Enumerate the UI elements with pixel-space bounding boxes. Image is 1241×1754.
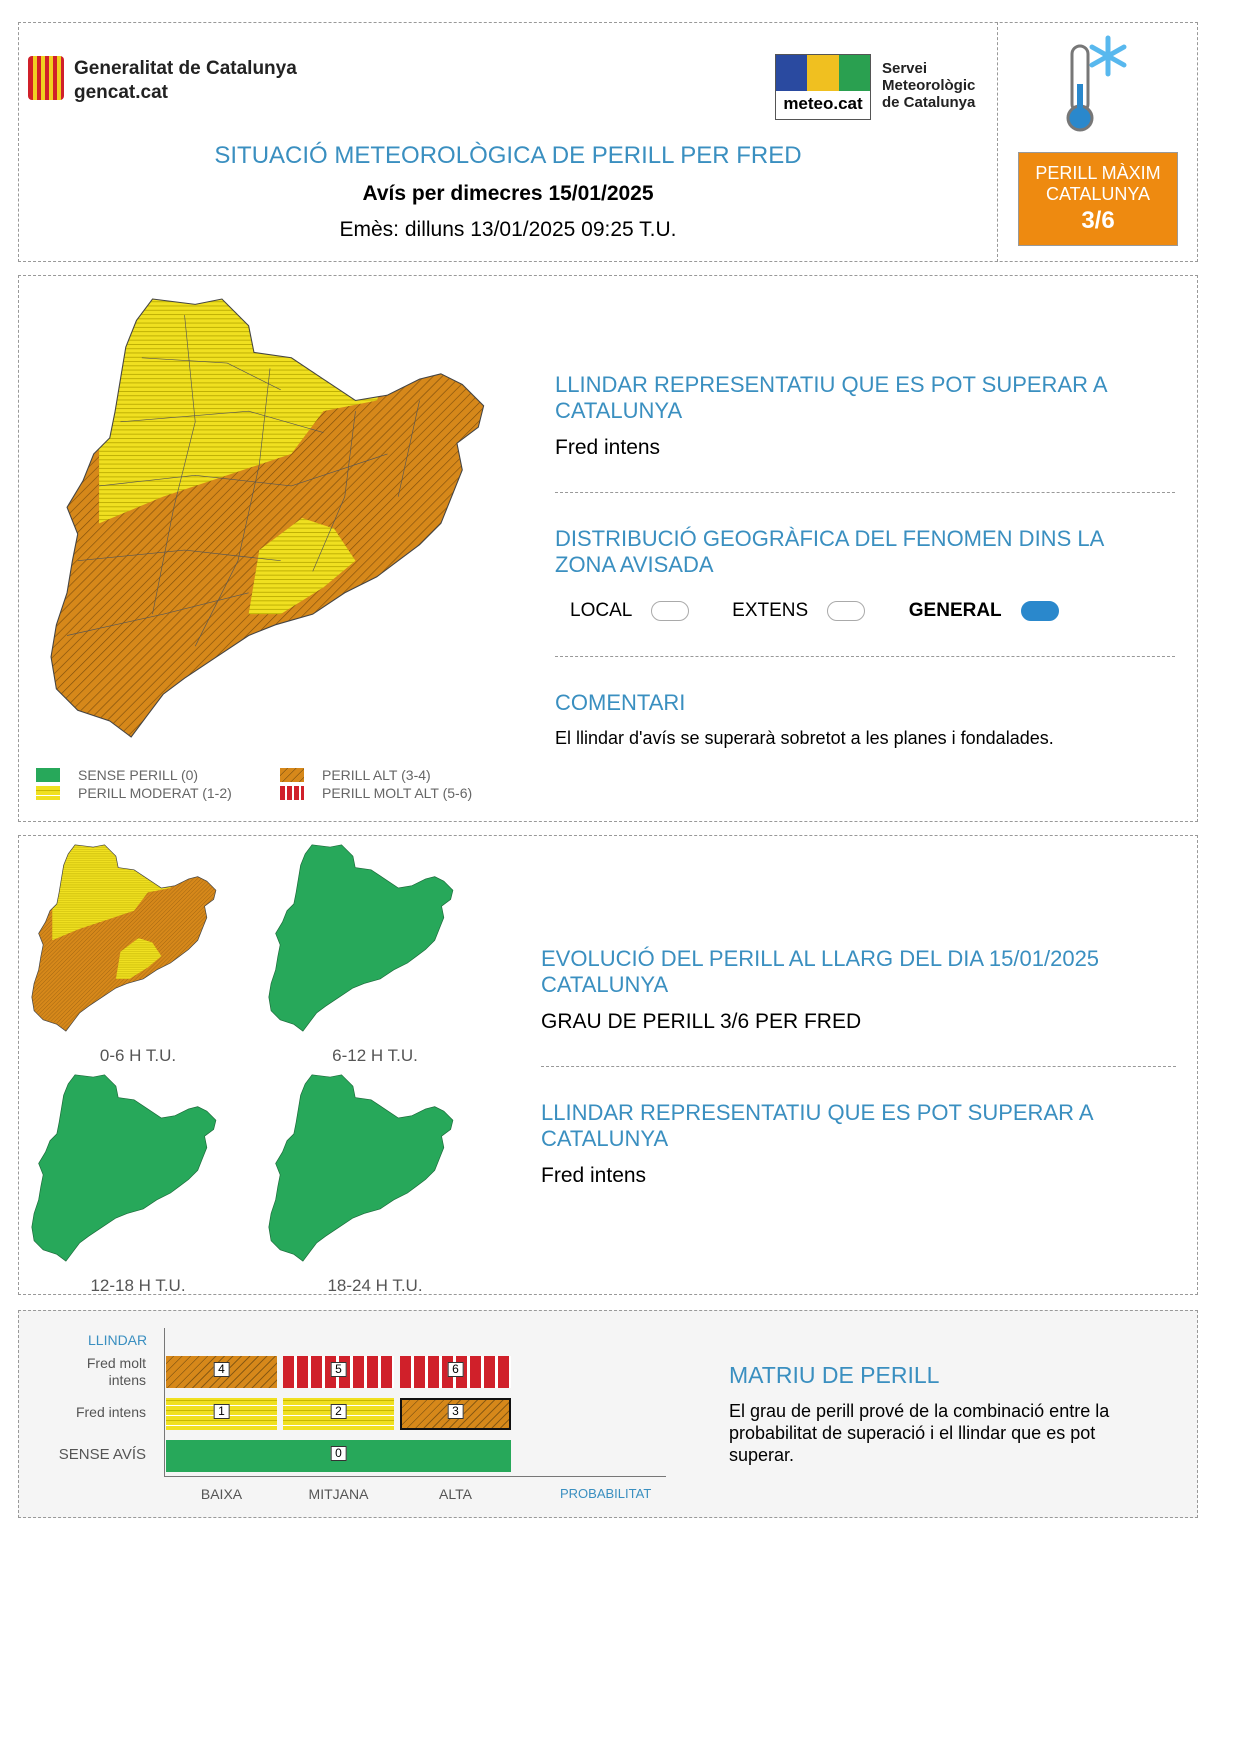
matrix-x-label-high: ALTA bbox=[439, 1486, 472, 1502]
divider-3 bbox=[541, 1066, 1176, 1067]
evolution-map-0-6 bbox=[25, 838, 225, 1043]
max-danger-label-2: CATALUNYA bbox=[1045, 184, 1151, 204]
distribution-options: LOCAL EXTENS GENERAL bbox=[570, 600, 1059, 622]
matrix-cell-5: 5 bbox=[283, 1356, 394, 1388]
matrix-x-axis bbox=[164, 1476, 666, 1477]
matrix-cell-3-value: 3 bbox=[447, 1404, 464, 1419]
matrix-cell-6: 6 bbox=[400, 1356, 511, 1388]
gencat-name: Generalitat de Catalunya bbox=[74, 58, 297, 79]
matrix-y-axis bbox=[164, 1328, 165, 1476]
catalonia-map-svg bbox=[50, 298, 485, 738]
smc-line-1: Servei bbox=[882, 60, 928, 77]
evolution-title: EVOLUCIÓ DEL PERILL AL LLARG DEL DIA 15/… bbox=[541, 946, 1100, 997]
comment-text: El llindar d'avís se superarà sobretot a… bbox=[555, 728, 1054, 748]
matrix-x-label-low: BAIXA bbox=[200, 1486, 243, 1502]
option-general-label: GENERAL bbox=[908, 600, 1002, 621]
map-panel bbox=[18, 275, 1198, 822]
legend-swatch-moderate bbox=[36, 786, 60, 800]
option-extens-label: EXTENS bbox=[732, 600, 809, 621]
matrix-y-title: LLINDAR bbox=[88, 1332, 148, 1348]
matrix-cell-1-value: 1 bbox=[213, 1404, 230, 1419]
evolution-label-18-24: 18-24 H T.U. bbox=[327, 1276, 423, 1295]
matrix-row-label-none: SENSE AVÍS bbox=[58, 1446, 146, 1463]
matrix-cell-5-value: 5 bbox=[330, 1362, 347, 1377]
divider-1 bbox=[555, 492, 1175, 493]
map-18-24-svg bbox=[268, 1074, 454, 1262]
meteo-logo-text: meteo.cat bbox=[783, 94, 863, 113]
meteo-logo: meteo.cat bbox=[775, 54, 871, 120]
matrix-text: El grau de perill prové de la combinació… bbox=[729, 1401, 1110, 1465]
smc-logo-text: Servei Meteorològic de Catalunya bbox=[882, 60, 975, 111]
map-12-18-svg bbox=[31, 1074, 217, 1262]
evolution-degree: GRAU DE PERILL 3/6 PER FRED bbox=[541, 1010, 862, 1033]
matrix-x-label-medium: MITJANA bbox=[308, 1486, 369, 1502]
matrix-row-label-intense: Fred intens bbox=[75, 1404, 146, 1420]
matrix-title: MATRIU DE PERILL bbox=[729, 1362, 940, 1388]
matrix-cell-6-value: 6 bbox=[447, 1362, 464, 1377]
max-danger-value: 3/6 bbox=[1081, 207, 1115, 234]
smc-line-3: de Catalunya bbox=[882, 94, 976, 111]
threshold-title: LLINDAR REPRESENTATIU QUE ES POT SUPERAR… bbox=[555, 372, 1107, 423]
legend-label-moderate: PERILL MODERAT (1-2) bbox=[78, 785, 232, 801]
evolution-map-6-12 bbox=[262, 838, 462, 1043]
catalonia-danger-map bbox=[35, 278, 505, 763]
max-danger-badge: PERILL MÀXIM CATALUNYA 3/6 bbox=[1018, 152, 1178, 246]
matrix-row-label-very-intense: Fred molt intens bbox=[60, 1355, 146, 1389]
gencat-logo bbox=[28, 56, 64, 105]
comment-title: COMENTARI bbox=[555, 690, 686, 715]
matrix-cell-1: 1 bbox=[166, 1398, 277, 1430]
option-local-label: LOCAL bbox=[570, 600, 632, 621]
evolution-threshold-value: Fred intens bbox=[541, 1164, 647, 1187]
matrix-x-title: PROBABILITAT bbox=[560, 1486, 652, 1501]
map-0-6-svg bbox=[31, 844, 217, 1032]
legend-swatch-none bbox=[36, 768, 60, 782]
evolution-panel bbox=[18, 835, 1198, 1295]
evolution-label-12-18: 12-18 H T.U. bbox=[90, 1276, 186, 1295]
max-danger-label-1: PERILL MÀXIM bbox=[1035, 163, 1161, 183]
issued-date: Emès: dilluns 13/01/2025 09:25 T.U. bbox=[339, 218, 677, 241]
warning-date: Avís per dimecres 15/01/2025 bbox=[362, 182, 654, 205]
gencat-shield-icon bbox=[28, 56, 64, 100]
evolution-label-6-12: 6-12 H T.U. bbox=[332, 1046, 418, 1065]
map-6-12-svg bbox=[268, 844, 454, 1032]
matrix-cell-2-value: 2 bbox=[330, 1404, 347, 1419]
legend-label-very-high: PERILL MOLT ALT (5-6) bbox=[322, 785, 473, 801]
evolution-threshold-title: LLINDAR REPRESENTATIU QUE ES POT SUPERAR… bbox=[541, 1100, 1093, 1151]
matrix-cell-0: 0 bbox=[166, 1440, 511, 1472]
matrix-row1-line-a: Fred molt bbox=[86, 1355, 146, 1371]
option-general-toggle[interactable] bbox=[1020, 600, 1059, 621]
matrix-cell-2: 2 bbox=[283, 1398, 394, 1430]
distribution-title: DISTRIBUCIÓ GEOGRÀFICA DEL FENOMEN DINS … bbox=[555, 526, 1104, 577]
matrix-row1-line-b: intens bbox=[108, 1372, 146, 1388]
threshold-value: Fred intens bbox=[555, 436, 661, 459]
gencat-url: gencat.cat bbox=[74, 82, 168, 103]
page-title: SITUACIÓ METEOROLÒGICA DE PERILL PER FRE… bbox=[214, 142, 802, 169]
header-divider bbox=[997, 22, 998, 262]
matrix-cell-4-value: 4 bbox=[213, 1362, 230, 1377]
divider-2 bbox=[555, 656, 1175, 657]
matrix-cell-0-value: 0 bbox=[330, 1446, 347, 1461]
header-panel bbox=[18, 22, 1198, 262]
evolution-map-12-18 bbox=[25, 1068, 225, 1273]
option-local-toggle[interactable] bbox=[650, 600, 689, 621]
evolution-label-0-6: 0-6 H T.U. bbox=[99, 1046, 177, 1065]
legend-label-none: SENSE PERILL (0) bbox=[78, 767, 199, 783]
option-extens-toggle[interactable] bbox=[827, 600, 866, 621]
thermometer-snowflake-icon bbox=[1060, 34, 1130, 139]
matrix-cell-4: 4 bbox=[166, 1356, 277, 1388]
legend-swatch-very-high bbox=[280, 786, 304, 800]
smc-line-2: Meteorològic bbox=[882, 77, 976, 94]
legend-swatch-high bbox=[280, 768, 304, 782]
matrix-cell-3-current: 3 bbox=[400, 1398, 511, 1430]
evolution-map-18-24 bbox=[262, 1068, 462, 1273]
legend-label-high: PERILL ALT (3-4) bbox=[322, 767, 431, 783]
